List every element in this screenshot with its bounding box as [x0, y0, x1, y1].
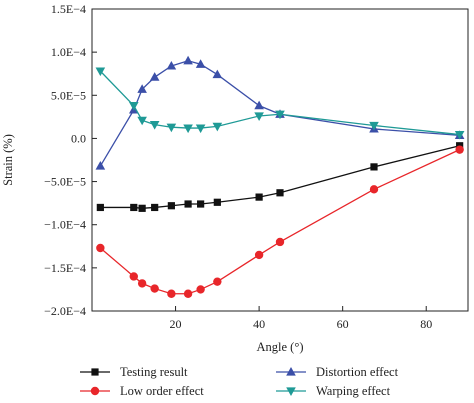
warping-effect-point [454, 130, 465, 140]
low-order-effect-point [196, 285, 205, 294]
legend-entry-testing-result: Testing result [80, 365, 188, 379]
warping-effect-point [149, 121, 160, 130]
testing-result-point [197, 200, 205, 208]
low-order-effect-point [455, 145, 464, 154]
low-order-effect-point [96, 243, 105, 253]
legend-marker [286, 367, 296, 376]
low-order-effect-point [150, 284, 159, 293]
warping-effect-point [254, 112, 264, 121]
low-order-effect-point [167, 289, 176, 298]
x-tick-label: 40 [253, 317, 265, 331]
low-order-effect-point [275, 237, 285, 247]
x-tick-label: 20 [170, 317, 182, 331]
distortion-effect-point [137, 84, 147, 93]
y-tick-label: −2.0E−4 [44, 304, 86, 318]
legend-label: Low order effect [120, 384, 204, 398]
testing-result-point [213, 198, 221, 206]
legend-entry-warping-effect: Warping effect [276, 384, 391, 398]
low-order-effect-point [213, 277, 222, 286]
distortion-effect-point [183, 55, 193, 65]
testing-result-point [276, 189, 284, 197]
testing-result-point [370, 163, 378, 171]
legend-label: Warping effect [316, 384, 391, 398]
testing-result-point [167, 202, 175, 210]
low-order-effect-point [137, 279, 147, 288]
testing-result-line [100, 145, 460, 209]
legend-marker [91, 368, 99, 376]
y-tick-label: 5.0E−5 [51, 88, 86, 102]
y-axis-title: Strain (%) [1, 134, 15, 186]
y-tick-label: −1.5E−4 [44, 261, 86, 275]
distortion-effect-point [95, 161, 106, 170]
distortion-effect-point [149, 72, 160, 81]
warping-effect-point [137, 116, 147, 126]
y-tick-label: 1.5E−4 [51, 2, 86, 16]
y-tick-label: −5.0E−5 [44, 175, 86, 189]
x-axis-title: Angle (°) [257, 340, 304, 354]
warping-effect-point [183, 124, 193, 134]
series-testing-result [96, 142, 464, 212]
testing-result-point [138, 204, 146, 212]
warping-effect-point [195, 124, 206, 134]
legend: Testing result Low order effect Distortion… [80, 365, 399, 398]
testing-result-point [96, 203, 104, 212]
low-order-effect-point [254, 250, 264, 260]
legend-marker [90, 386, 100, 396]
series-layer [95, 55, 465, 298]
y-tick-label: 0.0 [71, 131, 86, 145]
legend-entry-distortion-effect: Distortion effect [276, 365, 399, 379]
warping-effect-point [95, 67, 106, 77]
testing-result-point [255, 193, 263, 201]
warping-effect-point [212, 122, 223, 132]
y-tick-label: 1.0E−4 [51, 45, 86, 59]
warping-effect-point [128, 102, 139, 111]
y-axis-ticks: 1.5E−4 1.0E−4 5.0E−5 0.0 −5.0E−5 −1.0E−4 −1.5E… [44, 2, 97, 318]
warping-effect-point [275, 110, 285, 120]
x-axis-ticks: 20 40 60 80 [170, 306, 432, 331]
warping-effect-point [369, 121, 379, 131]
low-order-effect-point [369, 185, 379, 194]
distortion-effect-point [254, 100, 264, 110]
series-warping-effect [95, 67, 465, 140]
testing-result-point [151, 203, 159, 212]
legend-marker [286, 387, 296, 396]
x-tick-label: 80 [420, 317, 432, 331]
legend-entry-low-order-effect: Low order effect [80, 384, 204, 398]
testing-result-point [130, 203, 138, 212]
warping-effect-point [166, 123, 177, 133]
low-order-effect-line [99, 149, 460, 295]
distortion-effect-point [195, 59, 206, 68]
y-tick-label: −1.0E−4 [44, 218, 86, 232]
testing-result-point [184, 200, 192, 208]
low-order-effect-point [129, 272, 138, 281]
distortion-effect-point [166, 60, 177, 70]
legend-label: Testing result [120, 365, 188, 379]
series-low-order-effect [96, 145, 464, 298]
distortion-effect-point [212, 69, 223, 79]
low-order-effect-point [183, 289, 193, 298]
plot-frame [91, 8, 469, 312]
legend-label: Distortion effect [316, 365, 399, 379]
x-tick-label: 60 [337, 317, 349, 331]
